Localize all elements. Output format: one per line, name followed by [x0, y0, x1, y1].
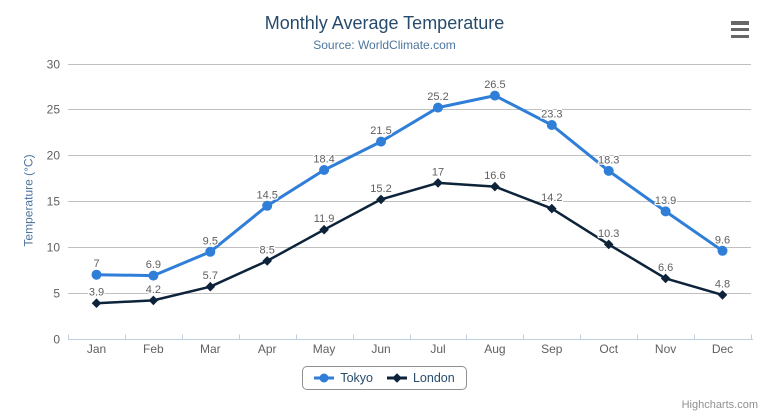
tokyo-point-may[interactable] — [319, 165, 330, 175]
london-point-may[interactable] — [319, 224, 329, 235]
tokyo-point-feb[interactable] — [148, 270, 159, 281]
data-label: 9.6 — [715, 234, 730, 246]
data-label: 13.9 — [655, 195, 676, 207]
x-axis-label: May — [313, 342, 336, 356]
london-point-dec[interactable] — [717, 290, 728, 300]
tokyo-point-jun[interactable] — [376, 136, 386, 147]
data-label: 6.9 — [146, 259, 161, 271]
london-point-jul[interactable] — [433, 178, 443, 188]
tokyo-series-line[interactable] — [95, 94, 724, 278]
data-label: 11.9 — [314, 213, 335, 225]
data-label: 8.5 — [260, 244, 275, 256]
london-point-mar[interactable] — [205, 281, 216, 292]
legend: Tokyo London — [302, 366, 467, 390]
credits-link[interactable]: Highcharts.com — [681, 399, 758, 411]
data-label: 26.5 — [484, 79, 505, 91]
x-axis-label: Nov — [655, 342, 676, 356]
y-axis-label: 25 — [47, 103, 61, 117]
x-axis-label: Apr — [258, 342, 277, 356]
tokyo-point-mar[interactable] — [205, 246, 216, 257]
y-axis-label: 0 — [53, 333, 60, 347]
tokyo-legend-marker — [314, 373, 335, 383]
london-legend-marker — [386, 373, 407, 383]
london-point-jun[interactable] — [376, 194, 386, 205]
data-label: 18.4 — [313, 154, 334, 166]
data-label: 4.2 — [146, 284, 161, 296]
london-point-apr[interactable] — [262, 256, 272, 266]
y-axis-label: 10 — [47, 241, 61, 255]
data-label: 21.5 — [370, 125, 391, 137]
export-menu-button[interactable] — [731, 21, 749, 38]
legend-label-london: London — [412, 371, 455, 385]
london-point-aug[interactable] — [490, 181, 500, 192]
tokyo-point-dec[interactable] — [717, 245, 728, 256]
data-label: 14.5 — [256, 189, 277, 201]
x-axis-label: Oct — [599, 342, 618, 356]
x-axis-label: Dec — [712, 342, 733, 356]
data-label: 23.3 — [541, 109, 562, 121]
y-axis-label: 15 — [47, 195, 61, 209]
chart-title: Monthly Average Temperature — [264, 13, 505, 33]
tokyo-point-jul[interactable] — [433, 102, 443, 113]
x-axis-label: Jun — [371, 342, 390, 356]
tokyo-point-aug[interactable] — [489, 90, 500, 101]
x-axis-label: Jan — [87, 342, 106, 356]
y-axis-label: 5 — [53, 287, 60, 301]
data-label: 14.2 — [541, 192, 562, 204]
data-label: 17 — [432, 166, 444, 178]
data-label: 9.5 — [203, 235, 218, 247]
tokyo-point-sep[interactable] — [546, 120, 557, 130]
x-axis-label: Mar — [200, 342, 221, 356]
data-label: 16.6 — [484, 170, 505, 182]
london-point-jan[interactable] — [91, 298, 102, 308]
legend-wrapper: Tokyo London — [0, 366, 769, 390]
legend-item-tokyo[interactable]: Tokyo — [314, 371, 373, 385]
data-label: 10.3 — [598, 228, 619, 240]
x-axis-label: Aug — [484, 342, 505, 356]
london-point-nov[interactable] — [660, 273, 671, 284]
x-axis-label: Sep — [541, 342, 563, 356]
x-axis-label: Feb — [143, 342, 164, 356]
tokyo-point-apr[interactable] — [262, 200, 273, 211]
data-label: 6.6 — [658, 262, 673, 274]
y-axis-label: 30 — [47, 58, 61, 72]
london-point-sep[interactable] — [547, 203, 557, 214]
legend-label-tokyo: Tokyo — [340, 371, 373, 385]
tokyo-point-oct[interactable] — [603, 165, 614, 176]
london-point-oct[interactable] — [603, 239, 614, 250]
chart-subtitle: Source: WorldClimate.com — [313, 38, 456, 52]
data-label: 3.9 — [89, 287, 104, 299]
data-label: 7 — [93, 258, 99, 270]
data-label: 4.8 — [715, 278, 730, 290]
data-label: 5.7 — [203, 270, 218, 282]
y-axis-title: Temperature (°C) — [21, 154, 36, 247]
london-point-feb[interactable] — [148, 295, 159, 306]
x-axis-label: Jul — [430, 342, 445, 356]
data-label: 18.3 — [598, 154, 619, 166]
data-label: 15.2 — [370, 183, 391, 195]
tokyo-point-nov[interactable] — [660, 206, 671, 217]
y-axis-label: 20 — [47, 149, 61, 163]
legend-item-london[interactable]: London — [386, 371, 455, 385]
london-series-line[interactable] — [95, 181, 724, 305]
data-label: 25.2 — [427, 91, 448, 103]
tokyo-point-jan[interactable] — [91, 269, 102, 280]
